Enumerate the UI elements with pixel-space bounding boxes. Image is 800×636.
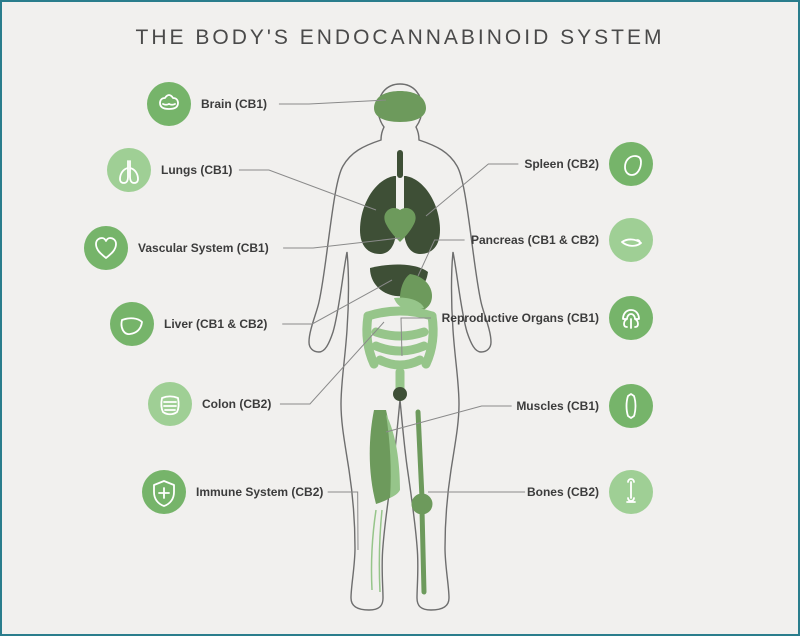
callout-liver: Liver (CB1 & CB2) xyxy=(110,302,267,346)
callout-pancreas: Pancreas (CB1 & CB2) xyxy=(471,218,653,262)
page-title: THE BODY'S ENDOCANNABINOID SYSTEM xyxy=(2,26,798,50)
callout-colon: Colon (CB2) xyxy=(148,382,271,426)
heart-icon xyxy=(84,226,128,270)
diagram-frame: THE BODY'S ENDOCANNABINOID SYSTEM xyxy=(0,0,800,636)
callout-bones: Bones (CB2) xyxy=(527,470,653,514)
body-silhouette xyxy=(290,80,510,612)
callout-label: Liver (CB1 & CB2) xyxy=(164,317,267,331)
bone-icon xyxy=(609,470,653,514)
callout-label: Reproductive Organs (CB1) xyxy=(442,311,599,325)
muscle-icon xyxy=(609,384,653,428)
callout-label: Spleen (CB2) xyxy=(524,157,599,171)
pancreas-icon xyxy=(609,218,653,262)
callout-immune: Immune System (CB2) xyxy=(142,470,323,514)
callout-label: Colon (CB2) xyxy=(202,397,271,411)
callout-label: Immune System (CB2) xyxy=(196,485,323,499)
liver-icon xyxy=(110,302,154,346)
callout-spleen: Spleen (CB2) xyxy=(524,142,653,186)
callout-label: Brain (CB1) xyxy=(201,97,267,111)
spleen-icon xyxy=(609,142,653,186)
callout-brain: Brain (CB1) xyxy=(147,82,267,126)
repro-icon xyxy=(609,296,653,340)
shield-icon xyxy=(142,470,186,514)
lungs-icon xyxy=(107,148,151,192)
callout-muscles: Muscles (CB1) xyxy=(516,384,653,428)
callout-label: Lungs (CB1) xyxy=(161,163,232,177)
colon-icon xyxy=(148,382,192,426)
callout-label: Vascular System (CB1) xyxy=(138,241,269,255)
callout-label: Pancreas (CB1 & CB2) xyxy=(471,233,599,247)
callout-repro: Reproductive Organs (CB1) xyxy=(442,296,653,340)
callout-lungs: Lungs (CB1) xyxy=(107,148,232,192)
callout-vascular: Vascular System (CB1) xyxy=(84,226,269,270)
callout-label: Bones (CB2) xyxy=(527,485,599,499)
callout-label: Muscles (CB1) xyxy=(516,399,599,413)
brain-icon xyxy=(147,82,191,126)
